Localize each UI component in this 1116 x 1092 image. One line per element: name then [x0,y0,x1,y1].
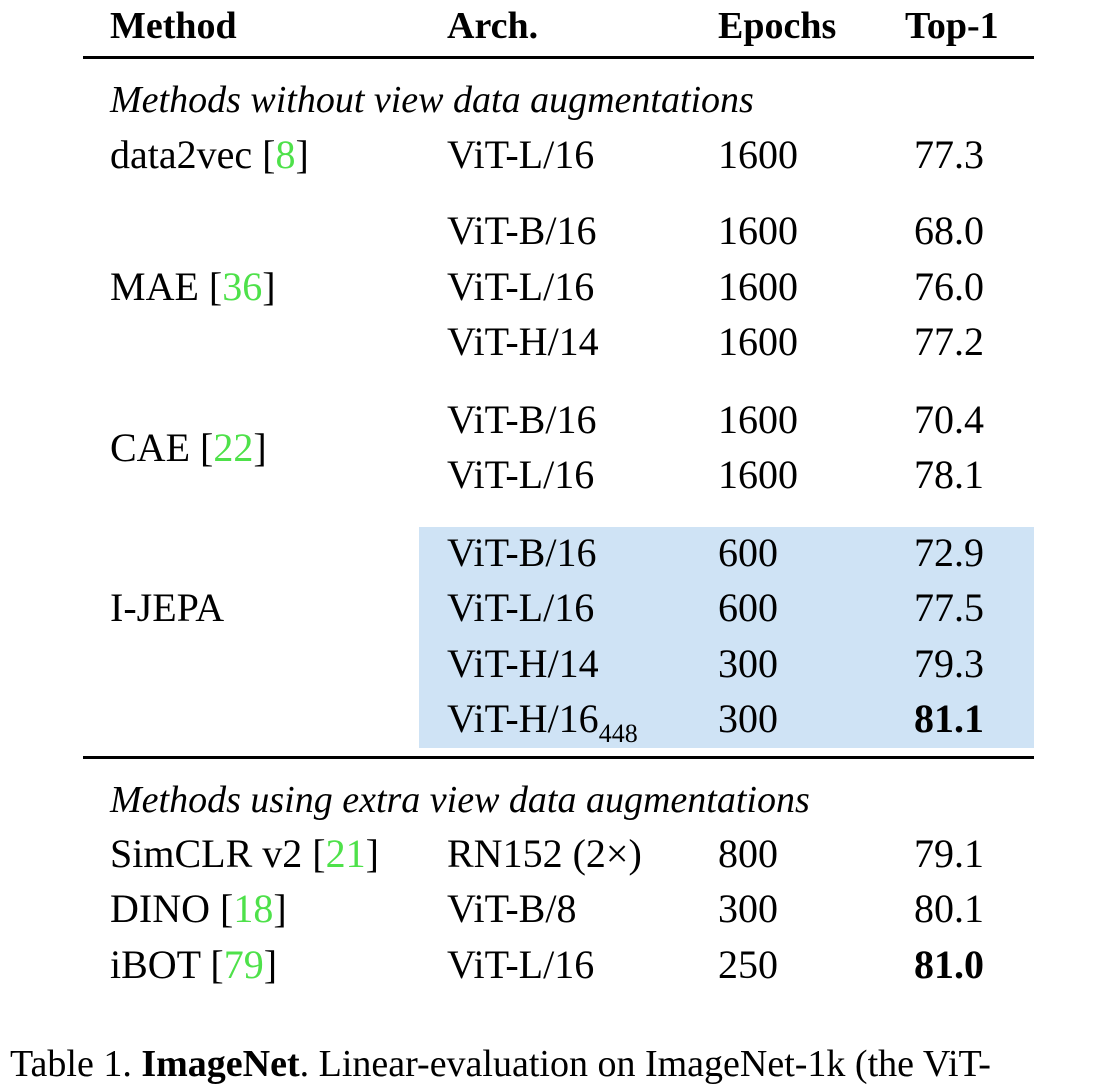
top1-cell: 70.4 [914,397,984,442]
citation-link[interactable]: 18 [233,886,274,931]
method-name: data2vec [110,132,253,177]
top1-cell: 68.0 [914,208,984,253]
arch-cell: ViT-L/16 [447,264,595,309]
header-arch: Arch. [447,5,539,47]
top1-cell: 76.0 [914,264,984,309]
epochs-cell: 600 [718,530,778,575]
top1-cell-best: 81.1 [914,696,984,741]
header-epochs: Epochs [718,5,837,47]
arch-cell: ViT-B/16 [447,397,597,442]
citation-link[interactable]: 79 [223,942,264,987]
method-cae: CAE [22] [110,425,267,470]
arch-cell: ViT-H/14 [447,641,599,686]
top1-cell: 79.1 [914,831,984,876]
arch-cell: ViT-L/16 [447,132,595,177]
top1-cell: 79.3 [914,641,984,686]
epochs-cell: 1600 [718,319,798,364]
epochs-cell: 300 [718,886,778,931]
citation-link[interactable]: 36 [222,264,263,309]
top1-cell-best: 81.0 [914,942,984,987]
epochs-cell: 1600 [718,264,798,309]
section-rule [83,756,1034,759]
arch-cell: ViT-B/8 [447,886,577,931]
caption-label: Table 1. [10,1043,132,1085]
epochs-cell: 1600 [718,397,798,442]
header-rule [83,56,1034,59]
caption-text: . Linear-evaluation on ImageNet-1k (the … [299,1043,991,1085]
method-name: iBOT [110,942,201,987]
method-name: CAE [110,425,190,470]
arch-cell: RN152 (2×) [447,831,642,876]
epochs-cell: 600 [718,585,778,630]
arch-cell: ViT-B/16 [447,530,597,575]
method-ibot: iBOT [79] [110,942,278,987]
citation-link[interactable]: 21 [325,831,366,876]
top1-cell: 72.9 [914,530,984,575]
ijepa-highlight [419,527,1034,748]
epochs-cell: 1600 [718,208,798,253]
citation-link[interactable]: 8 [275,132,296,177]
epochs-cell: 250 [718,942,778,987]
top1-cell: 80.1 [914,886,984,931]
method-name: I-JEPA [110,585,225,630]
arch-cell: ViT-H/16448 [447,695,638,748]
section-title-without-aug: Methods without view data augmentations [110,79,754,121]
arch-text: ViT-H/16 [447,696,599,741]
section-title-extra-aug: Methods using extra view data augmentati… [110,779,810,821]
caption-title: ImageNet [141,1043,300,1085]
epochs-cell: 300 [718,696,778,741]
epochs-cell: 800 [718,831,778,876]
header-top1: Top-1 [905,5,999,47]
epochs-cell: 300 [718,641,778,686]
method-simclr: SimCLR v2 [21] [110,831,379,876]
arch-cell: ViT-L/16 [447,452,595,497]
method-data2vec: data2vec [8] [110,132,309,177]
arch-subscript: 448 [598,719,638,748]
epochs-cell: 1600 [718,452,798,497]
method-mae: MAE [36] [110,264,276,309]
method-name: MAE [110,264,199,309]
method-ijepa: I-JEPA [110,584,224,632]
table-caption: Table 1. ImageNet. Linear-evaluation on … [10,1040,991,1088]
top1-cell: 77.3 [914,132,984,177]
header-method: Method [110,5,237,47]
arch-cell: ViT-B/16 [447,208,597,253]
citation-link[interactable]: 22 [213,425,254,470]
arch-cell: ViT-L/16 [447,942,595,987]
top1-cell: 78.1 [914,452,984,497]
arch-cell: ViT-L/16 [447,585,595,630]
method-name: SimCLR v2 [110,831,303,876]
arch-cell: ViT-H/14 [447,319,599,364]
top1-cell: 77.2 [914,319,984,364]
epochs-cell: 1600 [718,132,798,177]
method-dino: DINO [18] [110,886,287,931]
method-name: DINO [110,886,210,931]
top1-cell: 77.5 [914,585,984,630]
